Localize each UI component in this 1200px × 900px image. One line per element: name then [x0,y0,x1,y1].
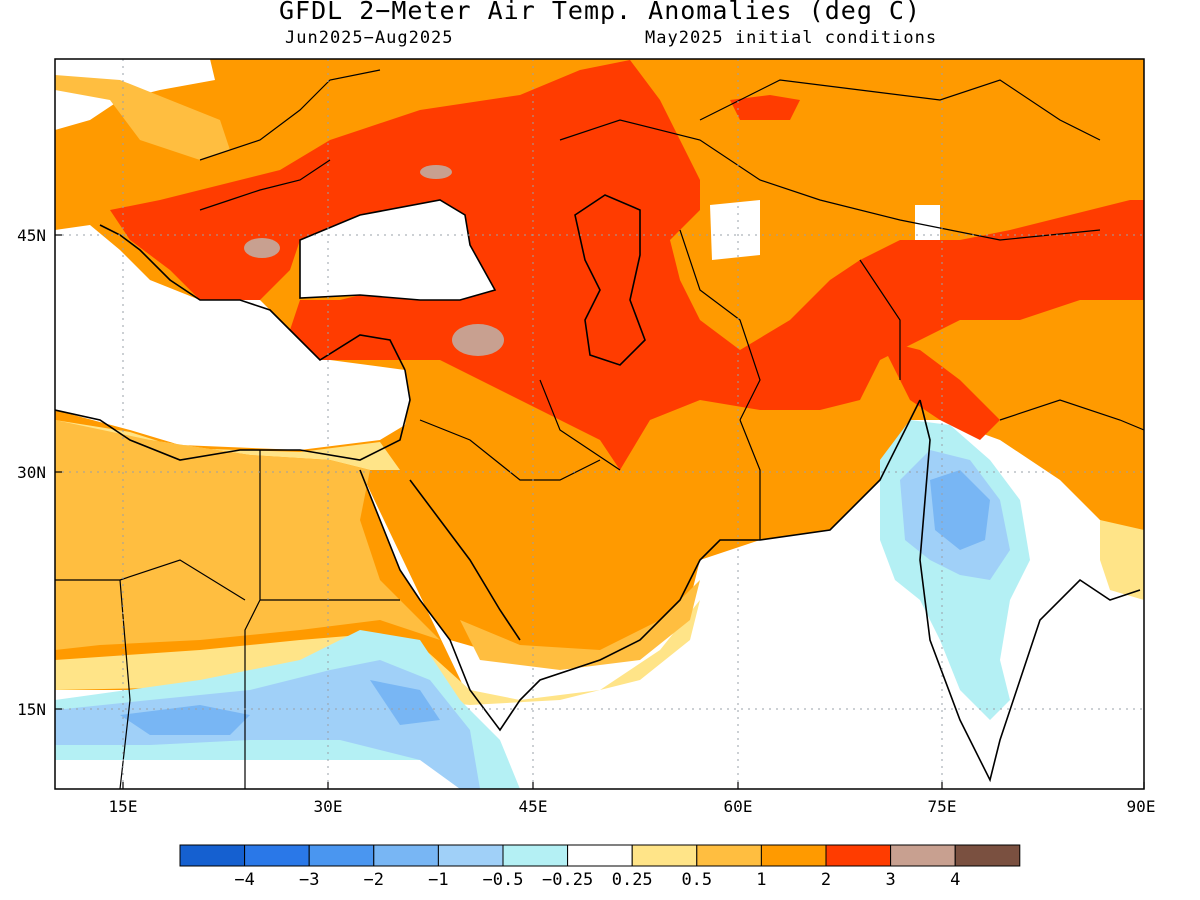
anomaly-region-3 [110,60,1144,470]
tick-marks [55,234,1145,789]
lat-tick-label: 45N [17,226,46,245]
legend-label: −2 [364,870,384,890]
anomaly-field [55,59,1144,789]
legend-color-box [244,844,310,867]
lat-tick-label: 15N [17,700,46,719]
legend-color-box [308,844,375,867]
anomaly-region-3 [880,340,1000,440]
anomaly-region-neg1 [930,470,990,550]
legend-label: 2 [821,870,831,890]
legend-color-box [373,844,439,867]
legend-color-box [502,844,569,867]
neutral-region [915,205,940,248]
lon-tick-label: 60E [724,797,753,816]
anomaly-region-neg0.5 [55,660,480,789]
anomaly-region-0.5 [55,420,400,470]
neutral-region [710,200,760,260]
legend-label: −3 [299,870,319,890]
legend-color-box [567,844,633,867]
lon-tick-label: 30E [314,797,343,816]
legend-label: 4 [950,870,960,890]
legend-boxes [179,844,1021,867]
lat-tick-label: 30N [17,463,46,482]
anomaly-region-4 [244,238,280,258]
country-borders [55,69,1144,789]
legend-color-box [954,844,1021,867]
anomaly-region-0.5 [1100,520,1144,600]
legend-label: −0.5 [483,870,524,890]
legend-label: 0.25 [612,870,653,890]
anomaly-region-4 [452,324,504,356]
neutral-region [300,200,495,300]
legend-label: −1 [428,870,448,890]
lon-tick-label: 15E [109,797,138,816]
anomaly-region-4 [420,165,452,179]
legend-color-box [631,844,698,867]
anomaly-region-1 [55,420,440,650]
legend-color-box [696,844,762,867]
legend-color-box [825,844,892,867]
legend-color-box [179,844,246,867]
anomaly-region-neg1 [370,680,440,725]
legend-color-box [437,844,504,867]
lon-tick-label: 75E [928,797,957,816]
legend-color-box [890,844,956,867]
legend-color-box [760,844,827,867]
legend-labels: −4 −3 −2 −1 −0.5 −0.25 0.25 0.5 1 2 3 4 [234,870,960,890]
legend-label: 0.5 [681,870,712,890]
anomaly-region-3 [730,95,800,120]
lon-tick-label: 90E [1127,797,1156,816]
legend-label: −0.25 [542,870,593,890]
initial-conditions: May2025 initial conditions [645,28,938,48]
coastlines [55,194,1141,783]
anomaly-region-1 [55,75,230,160]
legend-label: −4 [234,870,254,890]
neutral-region [55,225,410,450]
anomaly-region-neg1 [120,705,250,735]
legend-label: 1 [756,870,766,890]
forecast-period: Jun2025−Aug2025 [285,28,454,48]
graticule [55,59,1144,789]
map-title: GFDL 2−Meter Air Temp. Anomalies (deg C) [278,0,922,25]
lon-tick-label: 45E [519,797,548,816]
map-frame [54,58,1145,790]
anomaly-region-1 [460,580,700,670]
legend-label: 3 [885,870,895,890]
